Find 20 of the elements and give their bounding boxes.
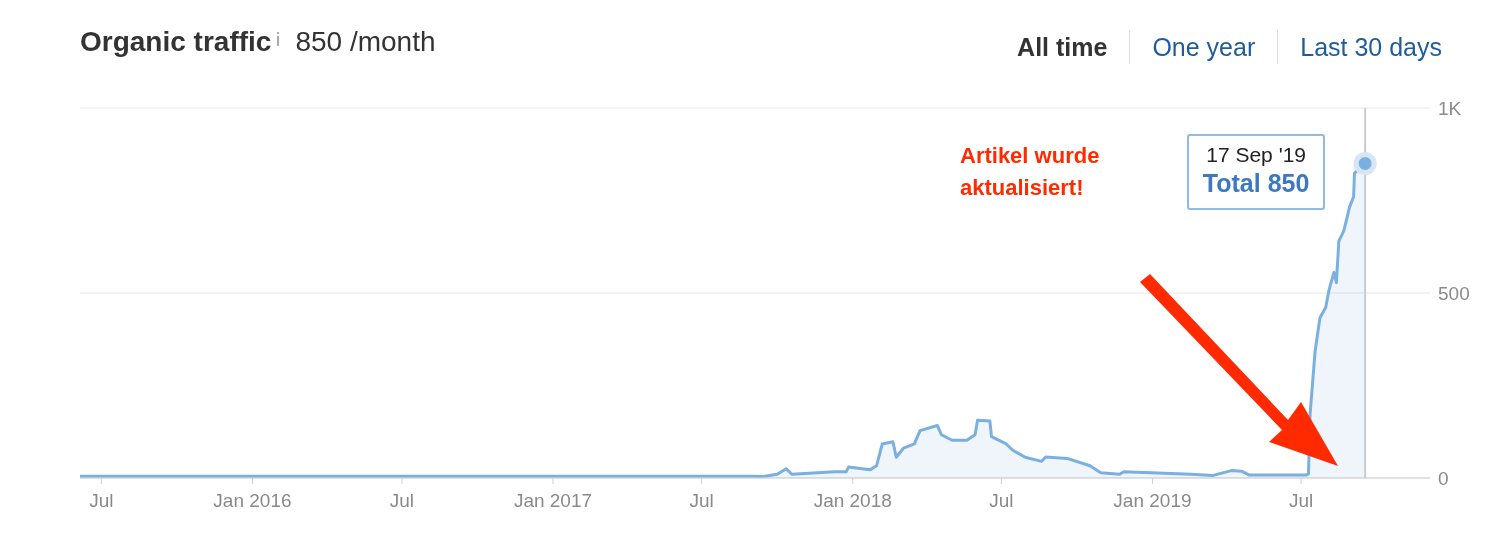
x-tick-label: Jul	[1288, 490, 1314, 512]
chart-title: Organic traffic	[80, 26, 272, 58]
x-tick-label: Jul	[89, 490, 114, 512]
y-tick-label: 500	[1438, 282, 1470, 304]
x-tick-label: Jan 2019	[1113, 490, 1192, 512]
y-tick-label: 1K	[1438, 97, 1462, 119]
annotation: 17 Sep '19	[1205, 142, 1307, 167]
text: One year	[1152, 32, 1256, 62]
x-tick-label: Jan 2018	[813, 490, 892, 512]
annotation: Artikel wurde aktualisiert!	[960, 142, 1101, 202]
x-tick-label: Jul	[389, 490, 415, 512]
x-tick-label: Jan 2017	[513, 490, 593, 512]
y-tick-label: 0	[1438, 467, 1449, 489]
text: Last 30 days	[1300, 32, 1442, 62]
x-tick-label: Jul	[989, 490, 1014, 512]
annotation: Total 850	[1201, 168, 1311, 198]
x-tick-label: Jul	[689, 490, 714, 512]
text: All time	[1017, 32, 1108, 62]
chart-subtitle: 850 /month	[295, 26, 436, 58]
x-tick-label: Jan 2016	[213, 490, 292, 512]
